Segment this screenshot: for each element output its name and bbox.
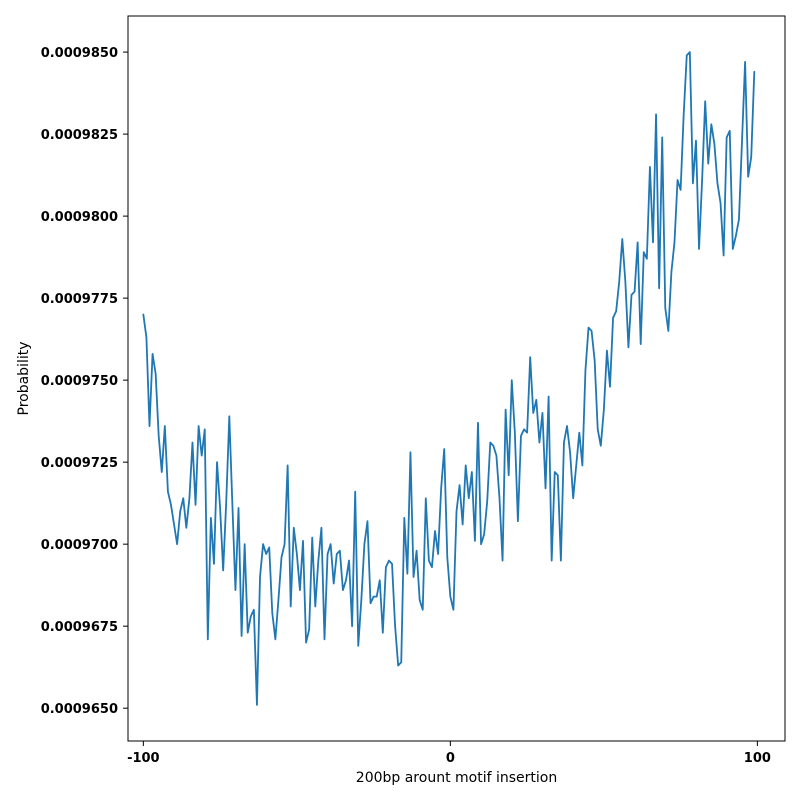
series-line [142, 51, 756, 706]
y-tick-label: 0.0009775 [41, 292, 118, 307]
y-tick-label: 0.0009800 [41, 210, 118, 225]
x-tick-label: 0 [446, 751, 455, 766]
plot-frame [127, 15, 786, 742]
y-tick-label: 0.0009675 [41, 620, 118, 635]
x-axis-label: 200bp arount motif insertion [356, 770, 557, 786]
y-axis-ticks: 0.0009650 0.0009675 0.0009700 0.0009725 0.00… [41, 46, 128, 717]
y-tick-label: 0.0009650 [41, 702, 118, 717]
y-tick-label: 0.0009850 [41, 46, 118, 61]
x-tick-label: -100 [127, 751, 160, 766]
x-axis-ticks: -100 0 100 [127, 741, 771, 766]
y-tick-label: 0.0009750 [41, 374, 118, 389]
y-tick-label: 0.0009825 [41, 128, 118, 143]
y-axis-label: Probability [16, 341, 32, 415]
y-tick-label: 0.0009700 [41, 538, 118, 553]
y-tick-label: 0.0009725 [41, 456, 118, 471]
x-tick-label: 100 [744, 751, 771, 766]
